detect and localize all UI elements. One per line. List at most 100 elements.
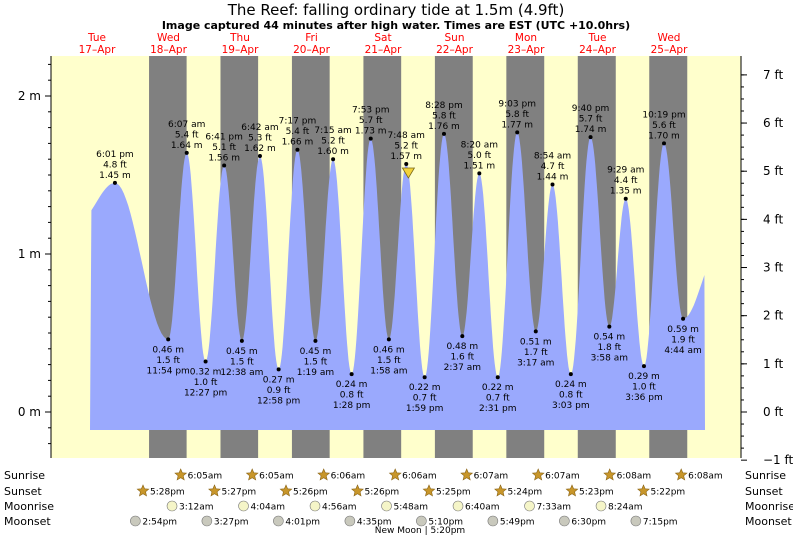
- tide-label: 1.0 ft: [632, 383, 656, 393]
- tide-label: 8:20 am: [461, 140, 498, 150]
- right-tick-label: 4 ft: [763, 212, 783, 226]
- tide-point: [441, 131, 446, 136]
- tide-point: [313, 338, 318, 343]
- day-date: 19–Apr: [222, 44, 259, 56]
- moonrise-moon-icon: [595, 500, 607, 512]
- tide-label: 1.5 ft: [156, 356, 180, 366]
- tide-label: 3:03 pm: [552, 401, 590, 411]
- tide-label: 1.5 ft: [377, 356, 401, 366]
- tide-label: 11:54 pm: [147, 366, 190, 376]
- tide-point: [588, 135, 593, 140]
- tide-label: 9:03 pm: [498, 99, 536, 109]
- day-date: 21–Apr: [365, 44, 402, 56]
- tide-label: 1.35 m: [610, 187, 642, 197]
- tide-point: [641, 364, 646, 369]
- tide-label: 0.8 ft: [340, 391, 364, 401]
- sunrise-time: 6:05am: [259, 472, 294, 482]
- tide-point: [460, 334, 465, 339]
- moonset-row-label: Moonset: [4, 515, 51, 528]
- tide-curve: [90, 132, 705, 431]
- sunset-time: 5:27pm: [221, 488, 256, 498]
- day-date: 24–Apr: [579, 44, 616, 56]
- tide-point: [112, 180, 117, 185]
- tide-label: 5.7 ft: [359, 116, 383, 126]
- tide-label: 1.6 ft: [450, 353, 474, 363]
- tide-label: 7:17 pm: [279, 117, 317, 127]
- tide-label: 1.77 m: [501, 120, 533, 130]
- day-date: 23–Apr: [508, 44, 545, 56]
- sunrise-sun-icon: [174, 468, 188, 481]
- moonrise-time: 7:33am: [537, 503, 572, 513]
- tide-label: 6:01 pm: [96, 150, 134, 160]
- tide-label: 0.54 m: [593, 333, 625, 343]
- tide-area: [90, 132, 705, 431]
- moonset-moon-icon: [487, 515, 499, 527]
- tide-label: 4:44 am: [664, 346, 701, 356]
- tide-label: 1.74 m: [575, 125, 607, 135]
- sun-moon-rows: Sunrise Sunrise Sunset Sunset Moonrise Moonri…: [4, 468, 793, 528]
- right-tick-label: 6 ft: [763, 116, 783, 130]
- current-level-marker: [401, 167, 416, 179]
- day-name: Wed: [157, 32, 180, 44]
- moonset-moon-icon: [130, 515, 141, 527]
- sunrise-time: 6:08am: [617, 472, 652, 482]
- tide-label: 1.70 m: [648, 131, 680, 141]
- tide-point: [681, 316, 686, 321]
- right-tick-label: 2 ft: [763, 309, 783, 323]
- day-date: 22–Apr: [436, 44, 473, 56]
- sunset-time: 5:25pm: [436, 488, 471, 498]
- tide-label: 5.0 ft: [467, 151, 491, 161]
- chart-subtitle: Image captured 44 minutes after high wat…: [162, 19, 630, 32]
- tide-label: 1.60 m: [317, 147, 349, 157]
- day-name: Thu: [229, 32, 250, 44]
- right-tick-label: 3 ft: [763, 261, 783, 275]
- tide-label: 1.56 m: [208, 154, 240, 164]
- tide-point: [203, 359, 208, 364]
- tide-point: [295, 147, 300, 152]
- tide-label: 1.0 ft: [194, 378, 218, 388]
- tide-label: 5.6 ft: [652, 121, 676, 131]
- tide-label: 5.1 ft: [212, 143, 236, 153]
- tide-point: [661, 141, 666, 146]
- tide-label: 1.9 ft: [671, 335, 695, 345]
- moonset-time: 3:27pm: [214, 518, 249, 528]
- day-name: Tue: [87, 32, 106, 44]
- moonset-time: 6:30pm: [571, 518, 606, 528]
- tide-label: 1.7 ft: [524, 348, 548, 358]
- tide-label: 0.32 m: [190, 367, 222, 377]
- tide-point: [386, 337, 391, 342]
- tide-point: [422, 375, 427, 380]
- sunset-sun-icon: [208, 484, 221, 497]
- tide-label: 4.7 ft: [541, 162, 565, 172]
- tide-label: 5.4 ft: [175, 130, 199, 140]
- tide-point: [368, 136, 373, 141]
- tide-label: 5.4 ft: [286, 127, 310, 137]
- tide-label: 6:42 am: [241, 123, 278, 133]
- sunset-time: 5:23pm: [579, 488, 614, 498]
- sunrise-sun-icon: [317, 468, 331, 481]
- sunrise-sun-icon: [388, 468, 402, 481]
- right-tick-label: 5 ft: [763, 164, 783, 178]
- sunrise-time: 6:05am: [188, 472, 223, 482]
- moonset-time: 4:01pm: [285, 518, 320, 528]
- moonset-moon-icon: [273, 515, 284, 527]
- tide-label: 1:59 pm: [406, 404, 444, 414]
- tide-label: 0.24 m: [336, 380, 368, 390]
- tide-label: 1.73 m: [355, 127, 387, 137]
- tide-label: 0.8 ft: [559, 391, 583, 401]
- moonrise-time: 3:12am: [179, 503, 214, 513]
- moonrise-moon-icon: [238, 500, 249, 512]
- sunset-row-label-right: Sunset: [745, 485, 783, 498]
- sunrise-time: 6:06am: [402, 472, 437, 482]
- moonset-time: 7:15pm: [643, 518, 678, 528]
- moonset-time: 4:35pm: [357, 518, 392, 528]
- tide-label: 6:41 pm: [205, 133, 243, 143]
- tide-point: [550, 182, 555, 187]
- tide-label: 1.45 m: [99, 171, 131, 181]
- sunset-sun-icon: [494, 484, 507, 497]
- sunset-sun-icon: [565, 484, 579, 497]
- tide-label: 0.29 m: [628, 372, 660, 382]
- tide-label: 5.8 ft: [432, 111, 456, 121]
- day-date: 17–Apr: [79, 44, 116, 56]
